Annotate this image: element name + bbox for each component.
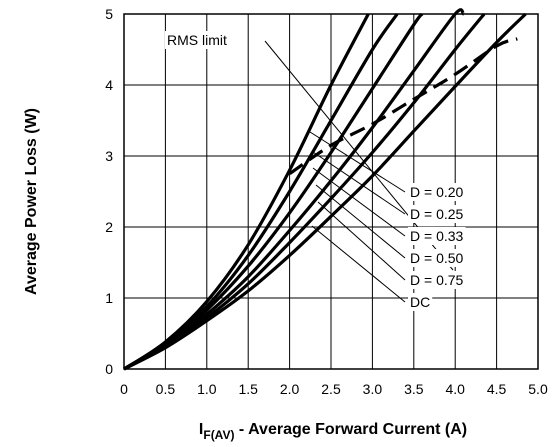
- y-tick-label: 3: [105, 148, 113, 164]
- leader-d-0-20: [309, 131, 406, 193]
- x-axis-title-main: I: [199, 421, 203, 438]
- y-tick-label: 5: [105, 6, 113, 22]
- x-tick-label: 3.0: [363, 381, 383, 397]
- x-tick-label: 0: [120, 381, 128, 397]
- leader-d-0-50: [315, 184, 406, 259]
- annotation-labels: RMS limit D = 0.20 D = 0.25 D = 0.33 D = 0.5…: [165, 31, 466, 311]
- label-bg-rms-limit: [165, 31, 229, 49]
- label-d-0-75: D = 0.75: [410, 272, 464, 288]
- x-tick-label: 5.0: [528, 381, 548, 397]
- x-tick-label: 1.0: [197, 381, 217, 397]
- x-axis-title: IF(AV) - Average Forward Current (A): [199, 421, 467, 442]
- label-d-0-33: D = 0.33: [410, 228, 464, 244]
- y-tick-label: 2: [105, 219, 113, 235]
- y-tick-label: 0: [105, 361, 113, 377]
- label-bg-d-0-20: [408, 183, 466, 201]
- leader-d-0-75: [317, 201, 406, 281]
- leader-d-0-25: [312, 151, 406, 215]
- series-rms-limit: [288, 37, 518, 176]
- label-bg-d-0-75: [408, 271, 466, 289]
- y-tick-label: 4: [105, 77, 113, 93]
- x-tick-label: 2.5: [321, 381, 341, 397]
- grid: [123, 13, 539, 370]
- label-bg-d-0-25: [408, 205, 466, 223]
- y-tick-label: 1: [105, 290, 113, 306]
- x-tick-label: 3.5: [404, 381, 424, 397]
- x-tick-labels: 0 0.5 1.0 1.5 2.0 2.5 3.0 3.5 4.0 4.5 5.0: [120, 381, 548, 397]
- x-axis-title-rest: - Average Forward Current (A): [234, 421, 467, 438]
- label-dc: DC: [410, 294, 430, 310]
- label-bg-dc: [408, 293, 433, 311]
- series-d-0-20: [123, 13, 370, 371]
- y-tick-labels: 0 1 2 3 4 5: [105, 6, 113, 377]
- label-d-0-20: D = 0.20: [410, 184, 464, 200]
- x-tick-label: 2.0: [280, 381, 300, 397]
- label-bg-d-0-50: [408, 249, 466, 267]
- series-d-0-33: [123, 12, 424, 371]
- series-dc: [123, 12, 527, 371]
- label-d-0-50: D = 0.50: [410, 250, 464, 266]
- y-axis-title: Average Power Loss (W): [23, 108, 40, 295]
- x-tick-label: 0.5: [156, 381, 176, 397]
- label-rms-limit: RMS limit: [167, 32, 227, 48]
- plot-frame: [123, 13, 539, 370]
- x-tick-label: 4.0: [445, 381, 465, 397]
- label-d-0-25: D = 0.25: [410, 206, 464, 222]
- x-axis-title-sub: F(AV): [203, 428, 234, 442]
- x-tick-label: 4.5: [487, 381, 507, 397]
- leader-dc: [311, 225, 406, 303]
- leader-d-0-33: [312, 167, 406, 237]
- series-d-0-50: [123, 8, 466, 371]
- label-bg-d-0-33: [408, 227, 466, 245]
- x-tick-label: 1.5: [238, 381, 258, 397]
